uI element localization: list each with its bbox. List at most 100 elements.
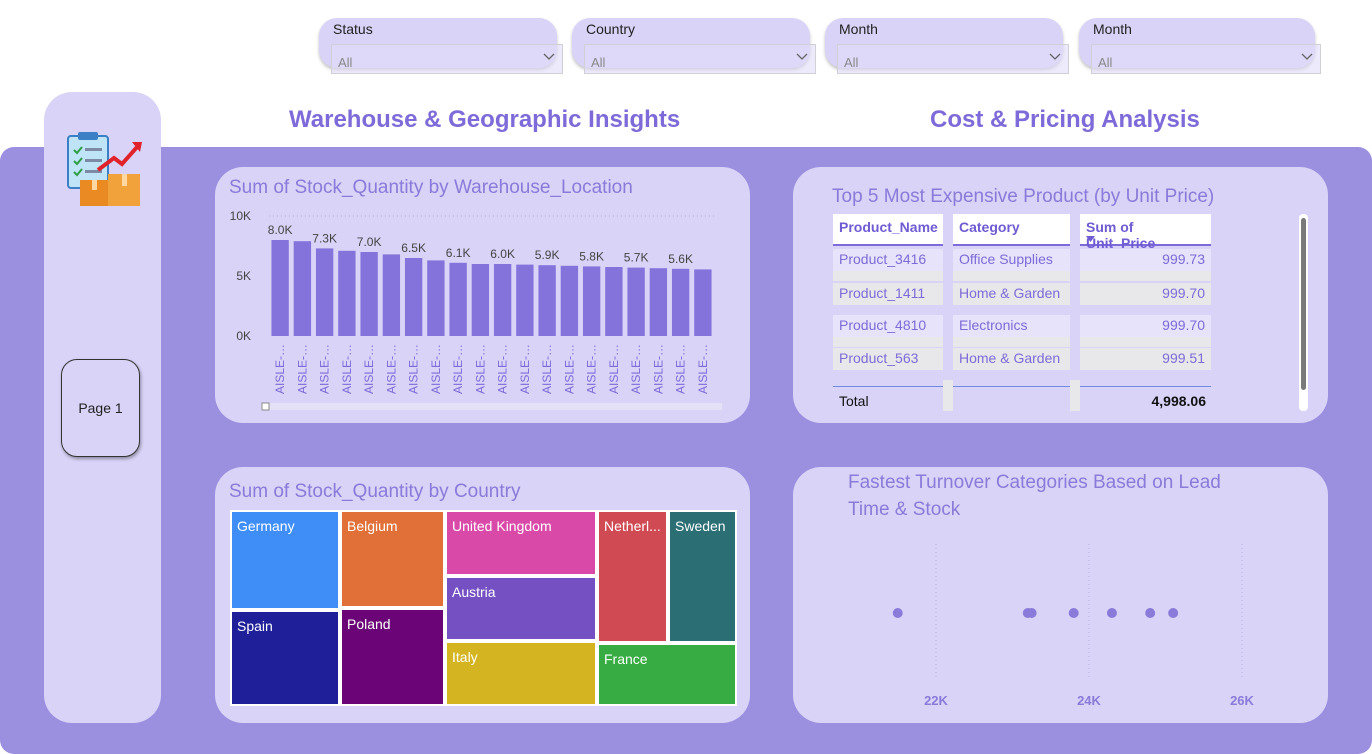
data-label: 6.1K xyxy=(446,246,471,260)
treemap-cell[interactable]: Spain xyxy=(230,610,340,706)
treemap-cell-label: France xyxy=(604,651,648,667)
month-dropdown-value: All xyxy=(844,55,859,70)
bar[interactable] xyxy=(293,241,312,336)
bar[interactable] xyxy=(427,260,445,336)
cell-product-name: Product_3416 xyxy=(833,249,943,271)
treemap-cell[interactable]: Austria xyxy=(445,576,597,641)
bar[interactable] xyxy=(671,268,690,336)
treemap-cell[interactable]: Netherl... xyxy=(597,510,668,643)
country-slicer-label: Country xyxy=(586,21,636,37)
treemap-cell[interactable]: Belgium xyxy=(340,510,445,608)
data-point[interactable] xyxy=(1026,608,1037,618)
bar[interactable] xyxy=(382,254,401,336)
table-scrollbar-thumb[interactable] xyxy=(1301,218,1306,390)
table-scrollbar-track[interactable] xyxy=(1299,214,1308,411)
column-header-product-name[interactable]: Product_Name xyxy=(833,214,943,246)
x-tick-label: AISLE-… xyxy=(473,344,487,394)
row-band xyxy=(833,370,943,380)
bar[interactable] xyxy=(315,248,334,336)
scatter-title-line-2: Time & Stock xyxy=(848,499,961,520)
treemap-cell[interactable]: France xyxy=(597,643,737,706)
treemap-cell-label: Austria xyxy=(452,584,496,600)
bar[interactable] xyxy=(449,262,467,336)
cell-unit-price: 999.51 xyxy=(1080,348,1211,370)
x-tick-label: AISLE-… xyxy=(451,344,465,394)
total-value: 4,998.06 xyxy=(1151,393,1207,409)
treemap-cell[interactable]: Poland xyxy=(340,608,445,706)
country-dropdown[interactable]: All xyxy=(584,44,816,74)
row-band xyxy=(953,271,1070,281)
treemap-cell-label: Spain xyxy=(237,618,273,634)
treemap-cell-label: Netherl... xyxy=(604,518,661,534)
row-band xyxy=(1080,305,1211,315)
month-slicer[interactable]: Month All xyxy=(825,18,1069,74)
data-point[interactable] xyxy=(1106,608,1117,618)
bar[interactable] xyxy=(538,265,556,336)
bar[interactable] xyxy=(516,264,534,336)
country-slicer[interactable]: Country All xyxy=(572,18,816,74)
cell-unit-price: 999.73 xyxy=(1080,249,1211,271)
bar[interactable] xyxy=(338,250,356,336)
treemap-cell[interactable]: United Kingdom xyxy=(445,510,597,576)
nav-panel: Page 1 xyxy=(44,92,161,723)
page-1-button[interactable]: Page 1 xyxy=(61,359,140,457)
x-tick-label: 22K xyxy=(924,693,948,708)
status-slicer[interactable]: Status All xyxy=(319,18,563,74)
column-header-unit-price[interactable]: Sum of Unit_Price xyxy=(1080,214,1211,251)
x-tick-label: AISLE-… xyxy=(696,344,710,394)
bar[interactable] xyxy=(649,268,668,336)
row-band xyxy=(833,271,943,281)
bar[interactable] xyxy=(360,252,378,336)
bar[interactable] xyxy=(627,267,645,336)
treemap-cell[interactable]: Germany xyxy=(230,510,340,610)
x-tick-label: AISLE-… xyxy=(362,344,376,394)
bar[interactable] xyxy=(582,266,601,336)
inventory-logo-icon xyxy=(67,132,142,206)
treemap-cell-label: United Kingdom xyxy=(452,518,552,534)
data-point[interactable] xyxy=(1168,608,1179,618)
data-point[interactable] xyxy=(1068,608,1079,618)
bar[interactable] xyxy=(404,258,423,336)
chart-scrollbar-thumb[interactable] xyxy=(261,402,270,411)
cost-section-title: Cost & Pricing Analysis xyxy=(930,106,1200,133)
bar[interactable] xyxy=(560,265,579,336)
y-tick-label: 5K xyxy=(236,269,251,283)
scatter-chart: 22K 24K 26K xyxy=(892,544,1255,708)
treemap-title: Sum of Stock_Quantity by Country xyxy=(229,481,521,502)
chevron-down-icon xyxy=(796,53,808,60)
status-dropdown[interactable]: All xyxy=(331,44,563,74)
y-tick-label: 10K xyxy=(230,209,251,223)
month-dropdown[interactable]: All xyxy=(837,44,1069,74)
data-label: 8.0K xyxy=(268,223,293,237)
chart-scrollbar-track[interactable] xyxy=(261,403,722,410)
cell-category: Office Supplies xyxy=(953,249,1070,271)
cell-unit-price: 999.70 xyxy=(1080,283,1211,305)
treemap-cell[interactable]: Italy xyxy=(445,641,597,706)
data-point[interactable] xyxy=(1145,608,1156,618)
sort-descending-icon xyxy=(1086,236,1095,242)
month-dropdown-2[interactable]: All xyxy=(1091,44,1321,74)
scatter-title-line-1: Fastest Turnover Categories Based on Lea… xyxy=(848,472,1221,493)
bar[interactable] xyxy=(694,269,712,336)
bar[interactable] xyxy=(271,240,289,336)
data-label: 5.7K xyxy=(624,251,649,265)
data-point[interactable] xyxy=(892,608,903,618)
x-tick-label: AISLE-… xyxy=(540,344,554,394)
scatter-card xyxy=(793,467,1328,723)
x-tick-label: AISLE-… xyxy=(340,344,354,394)
bar[interactable] xyxy=(493,264,512,336)
month-slicer-2[interactable]: Month All xyxy=(1079,18,1321,74)
bar[interactable] xyxy=(471,264,490,336)
treemap-cell[interactable]: Sweden xyxy=(668,510,737,643)
total-divider xyxy=(833,386,1211,387)
x-tick-label: AISLE-… xyxy=(273,344,287,394)
data-label: 6.5K xyxy=(401,241,426,255)
treemap-cell-label: Germany xyxy=(237,518,295,534)
column-header-category[interactable]: Category xyxy=(953,214,1070,246)
row-band xyxy=(1080,271,1211,281)
column-header-unit-price-label: Sum of Unit_Price xyxy=(1086,219,1156,251)
month-slicer-label: Month xyxy=(839,21,878,37)
warehouse-section-title: Warehouse & Geographic Insights xyxy=(289,106,681,133)
bar[interactable] xyxy=(605,267,623,336)
